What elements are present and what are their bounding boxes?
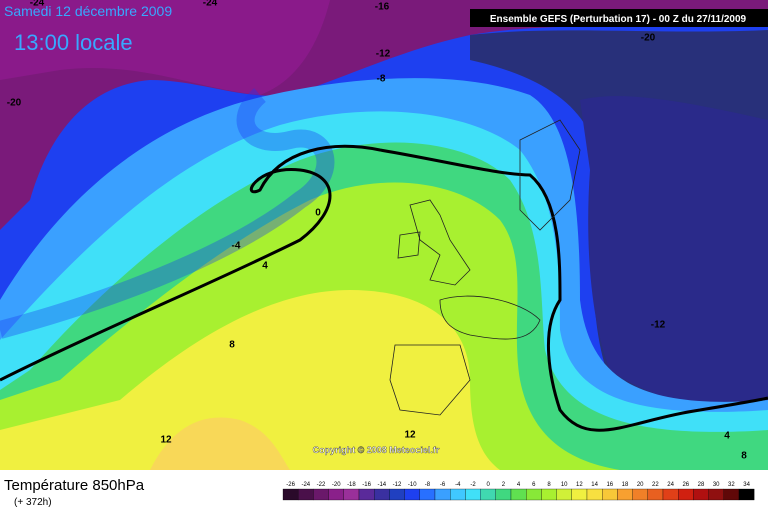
legend-tick: 26: [682, 482, 689, 488]
legend-swatch: [541, 488, 557, 501]
legend-tick: -26: [286, 482, 295, 488]
legend-tick: -12: [393, 482, 402, 488]
legend-tick: 32: [728, 482, 735, 488]
legend-tick: 28: [698, 482, 705, 488]
legend-tick: -16: [362, 482, 371, 488]
zero-contour: [0, 144, 768, 432]
legend-tick: -10: [408, 482, 417, 488]
legend-swatch: [480, 488, 496, 501]
legend-tick: 18: [622, 482, 629, 488]
variable-label: Température 850hPa: [4, 477, 145, 494]
legend-swatch: [647, 488, 664, 501]
legend-tick: -18: [347, 482, 356, 488]
contour-label: -16: [375, 2, 390, 13]
legend-swatch: [723, 488, 740, 501]
legend-tick: 2: [502, 482, 506, 488]
contour-label: 12: [404, 430, 416, 441]
legend-tick: 6: [532, 482, 536, 488]
legend-swatch: [328, 488, 344, 501]
legend-swatch: [678, 488, 694, 501]
legend-swatch: [343, 488, 360, 501]
legend-swatch: [450, 488, 466, 501]
legend-swatch: [617, 488, 633, 501]
copyright: Copyright © 2008 Meteociel.fr: [313, 445, 440, 455]
legend-swatch: [632, 488, 648, 501]
time-title: 13:00 locale: [14, 30, 133, 55]
legend-tick: 20: [637, 482, 644, 488]
legend-swatch: [708, 488, 724, 501]
date-title: Samedi 12 décembre 2009: [4, 3, 172, 19]
legend-tick: 34: [743, 482, 750, 488]
legend-tick: 8: [547, 482, 551, 488]
contour-label: -24: [203, 0, 218, 9]
model-banner: [470, 9, 768, 27]
model-info: Ensemble GEFS (Perturbation 17) - 00 Z d…: [490, 14, 747, 25]
contour-label: -20: [641, 33, 656, 44]
contour-label: 4: [724, 431, 730, 442]
legend-swatch: [495, 488, 512, 501]
legend-swatch: [389, 488, 405, 501]
legend-tick: -24: [301, 482, 310, 488]
contour-label: 8: [741, 451, 747, 462]
contour-label: -12: [651, 320, 666, 331]
legend-swatch: [510, 488, 527, 501]
legend-tick: 12: [576, 482, 583, 488]
contour-label: -24: [30, 0, 45, 9]
legend-tick: -8: [425, 482, 431, 488]
contour-label: -20: [7, 98, 22, 109]
legend-tick: 10: [561, 482, 568, 488]
legend-tick: -22: [317, 482, 326, 488]
legend-tick: 22: [652, 482, 659, 488]
lead-time: (+ 372h): [14, 497, 52, 508]
contour-label: -12: [376, 49, 391, 60]
legend-swatch: [282, 488, 299, 501]
legend-tick: -14: [377, 482, 386, 488]
legend-tick: 4: [517, 482, 521, 488]
color-legend: -26 -24 -22 -20 -18 -16 -14 -12 -10 -8 -6 -4 -2 0 2 4 6 8…: [282, 482, 755, 501]
legend-swatch: [662, 488, 679, 501]
legend-swatch: [602, 488, 618, 501]
contour-label: -4: [232, 241, 241, 252]
legend-swatch: [404, 488, 420, 501]
legend-tick: 14: [591, 482, 598, 488]
legend-swatch: [313, 488, 329, 501]
legend-swatch: [358, 488, 375, 501]
legend-tick: -20: [332, 482, 341, 488]
coastlines: [389, 119, 581, 416]
contour-labels: -24 -24 -16 -20 -20 -12 -8 0 -4 4 8 12 1…: [7, 0, 747, 462]
legend-tick: 0: [487, 482, 491, 488]
legend-tick: -2: [470, 482, 476, 488]
contour-label: 4: [262, 261, 268, 272]
contour-label: -8: [377, 74, 386, 85]
legend-swatch: [586, 488, 603, 501]
temperature-field: [0, 0, 768, 471]
legend-swatch: [693, 488, 709, 501]
legend-tick: -6: [440, 482, 446, 488]
contour-label: 0: [315, 208, 321, 219]
legend-swatch: [419, 488, 436, 501]
legend-swatch: [571, 488, 588, 501]
legend-swatch: [298, 488, 314, 501]
legend-tick: -4: [455, 482, 461, 488]
legend-swatch: [465, 488, 481, 501]
legend-swatch: [374, 488, 390, 501]
legend-swatch: [434, 488, 451, 501]
legend-tick: 30: [713, 482, 720, 488]
contour-label: 12: [160, 435, 172, 446]
legend-swatch: [738, 488, 755, 501]
legend-swatch: [526, 488, 542, 501]
legend-tick: 24: [667, 482, 674, 488]
legend-tick: 16: [606, 482, 613, 488]
contour-label: 8: [229, 340, 235, 351]
legend-swatch: [556, 488, 572, 501]
